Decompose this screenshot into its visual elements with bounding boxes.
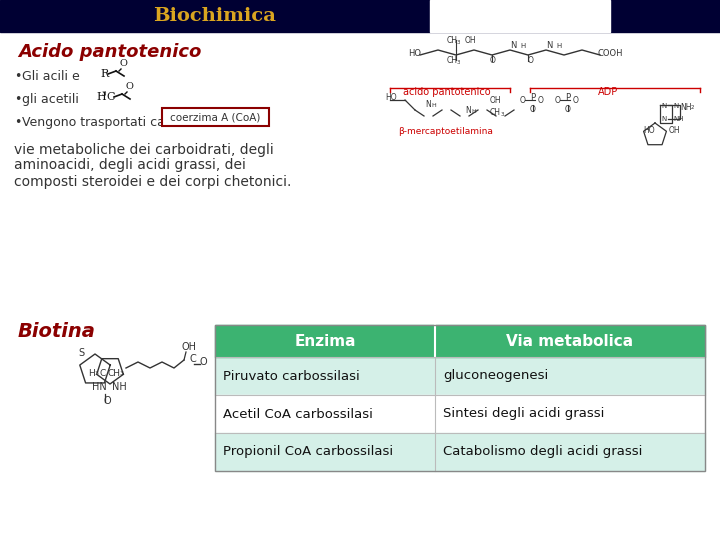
Text: S: S xyxy=(78,348,84,358)
Text: H: H xyxy=(88,369,95,378)
Text: OH: OH xyxy=(669,126,680,135)
Text: composti steroidei e dei corpi chetonici.: composti steroidei e dei corpi chetonici… xyxy=(14,175,292,189)
Text: NH: NH xyxy=(680,103,691,112)
Text: CH: CH xyxy=(447,56,458,65)
Text: Propionil CoA carbossilasi: Propionil CoA carbossilasi xyxy=(223,446,393,458)
Text: OH: OH xyxy=(182,342,197,352)
Text: O: O xyxy=(528,56,534,65)
Text: O: O xyxy=(573,96,579,105)
Text: ADP: ADP xyxy=(598,87,618,97)
Text: gluconeogenesi: gluconeogenesi xyxy=(443,369,548,382)
Text: H: H xyxy=(96,92,106,102)
Text: Piruvato carbossilasi: Piruvato carbossilasi xyxy=(223,369,360,382)
Text: Gli acili e: Gli acili e xyxy=(22,70,80,83)
Text: H: H xyxy=(431,103,436,108)
Text: 3: 3 xyxy=(501,112,505,117)
Bar xyxy=(0,0,720,32)
Text: CH: CH xyxy=(447,36,458,45)
Text: NH: NH xyxy=(112,382,127,392)
Text: OH: OH xyxy=(490,96,502,105)
Text: vie metaboliche dei carboidrati, degli: vie metaboliche dei carboidrati, degli xyxy=(14,143,274,157)
Text: N: N xyxy=(661,103,666,109)
Text: N: N xyxy=(673,103,678,109)
Text: Catabolismo degli acidi grassi: Catabolismo degli acidi grassi xyxy=(443,446,642,458)
Text: 3: 3 xyxy=(95,371,99,376)
Text: N: N xyxy=(546,41,552,50)
Text: Via metabolica: Via metabolica xyxy=(506,334,634,348)
Text: H: H xyxy=(520,43,526,49)
Text: Biochimica: Biochimica xyxy=(153,7,276,25)
Text: O: O xyxy=(490,56,496,65)
Text: NH: NH xyxy=(673,116,683,122)
Text: O: O xyxy=(555,96,561,105)
Text: COOH: COOH xyxy=(598,49,624,57)
Text: O: O xyxy=(200,357,207,367)
Text: O: O xyxy=(119,59,127,68)
Text: O: O xyxy=(530,105,536,114)
Text: C: C xyxy=(106,92,114,102)
Text: 3: 3 xyxy=(102,90,107,98)
Text: N: N xyxy=(425,100,431,109)
Text: N: N xyxy=(661,116,666,122)
Text: •: • xyxy=(14,116,22,129)
Text: Acetil CoA carbossilasi: Acetil CoA carbossilasi xyxy=(223,408,373,421)
Text: O: O xyxy=(538,96,544,105)
Text: O: O xyxy=(520,96,526,105)
Text: O: O xyxy=(125,82,133,91)
Text: CH: CH xyxy=(108,369,121,378)
Text: OH: OH xyxy=(465,36,477,45)
Text: Enzima: Enzima xyxy=(294,334,356,348)
Text: •: • xyxy=(14,70,22,83)
Text: coerzima A (CoA): coerzima A (CoA) xyxy=(171,112,261,122)
Text: O: O xyxy=(565,105,571,114)
Text: β-mercaptoetilamina: β-mercaptoetilamina xyxy=(398,127,493,136)
Text: HO: HO xyxy=(408,49,421,57)
Text: O: O xyxy=(103,396,111,406)
Text: 3: 3 xyxy=(457,40,461,45)
Text: R: R xyxy=(100,69,108,79)
Text: acido pantotenico: acido pantotenico xyxy=(403,87,491,97)
Bar xyxy=(215,433,705,471)
Text: HO: HO xyxy=(385,93,397,103)
Text: CH: CH xyxy=(490,108,501,117)
Text: Biotina: Biotina xyxy=(18,322,96,341)
Bar xyxy=(215,325,705,357)
Bar xyxy=(430,0,610,32)
Text: Acido pantotenico: Acido pantotenico xyxy=(18,43,202,61)
Text: P: P xyxy=(565,93,570,102)
Bar xyxy=(215,395,705,433)
Text: Sintesi degli acidi grassi: Sintesi degli acidi grassi xyxy=(443,408,604,421)
Text: 3: 3 xyxy=(457,60,461,65)
Bar xyxy=(215,357,705,395)
Text: N: N xyxy=(510,41,516,50)
Text: HN: HN xyxy=(92,382,107,392)
Text: C: C xyxy=(190,354,197,364)
Text: Vengono trasportati ca: Vengono trasportati ca xyxy=(22,116,165,129)
Bar xyxy=(215,325,705,471)
Text: aminoacidi, degli acidi grassi, dei: aminoacidi, degli acidi grassi, dei xyxy=(14,158,246,172)
Text: •: • xyxy=(14,93,22,106)
Text: HO: HO xyxy=(643,126,654,135)
Text: H: H xyxy=(471,109,476,114)
FancyBboxPatch shape xyxy=(162,108,269,126)
Text: 3: 3 xyxy=(120,371,124,376)
Text: P: P xyxy=(530,93,535,102)
Text: 2: 2 xyxy=(691,105,695,110)
Text: gli acetili: gli acetili xyxy=(22,93,79,106)
Text: C: C xyxy=(99,369,105,378)
Text: N: N xyxy=(465,106,471,115)
Text: H: H xyxy=(556,43,562,49)
